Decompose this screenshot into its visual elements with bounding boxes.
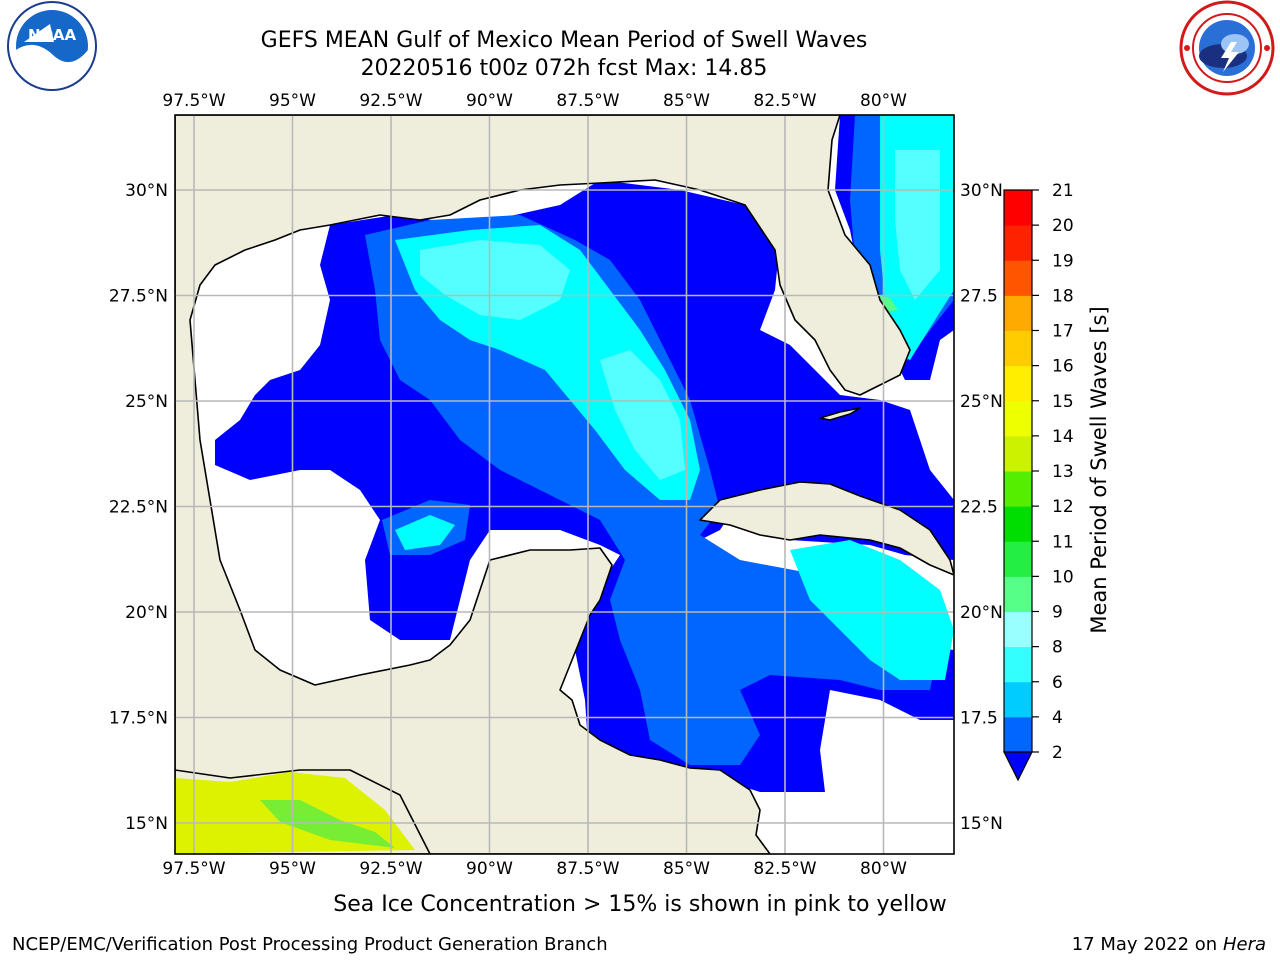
colorbar-tick-label: 4 [1052,708,1063,728]
lat-label-right: 22.5 [960,498,998,518]
lon-label-bottom: 95°W [269,859,316,879]
swell-band-6-8s [420,150,940,480]
lat-label-right: 15°N [960,814,1003,834]
lat-label-right: 25°N [960,392,1003,412]
map-frame [174,114,955,855]
lon-label-bottom: 92.5°W [359,859,422,879]
lon-label-top: 97.5°W [162,91,225,111]
ice-note: Sea Ice Concentration > 15% is shown in … [333,892,947,917]
colorbar-tick-label: 18 [1052,286,1074,306]
colorbar-segment [1004,400,1032,437]
lon-label-top: 95°W [269,91,316,111]
colorbar-segment [1004,295,1032,331]
lon-label-top: 80°W [860,91,907,111]
noaa-logo: NOAA [7,1,97,91]
colorbar-tick-label: 13 [1052,462,1074,482]
colorbar-tick-label: 15 [1052,392,1074,412]
colorbar-segment [1004,506,1032,542]
sea-ice-shading-inner [260,800,395,848]
lat-label-right: 20°N [960,603,1003,623]
lat-label-left: 30°N [125,181,168,201]
colorbar-tick-label: 17 [1052,322,1074,342]
colorbar-tick-label: 19 [1052,251,1074,271]
colorbar-tick-labels: 2 4 6 8 9 10 11 12 13 14 15 16 17 18 19 20 21 [1052,181,1074,763]
lon-label-top: 92.5°W [359,91,422,111]
map-plot-area [175,115,954,854]
colorbar-segment [1004,716,1032,753]
lon-label-bottom: 85°W [663,859,710,879]
colorbar-segment [1004,260,1032,296]
colorbar-tick-label: 8 [1052,638,1063,658]
producer-credit: NCEP/EMC/Verification Post Processing Pr… [12,934,608,955]
colorbar-tick-label: 20 [1052,216,1074,236]
valid-date-text: 17 May 2022 on [1071,934,1218,955]
colorbar-tick-label: 6 [1052,673,1063,693]
lat-label-left: 15°N [125,814,168,834]
colorbar-tick-label: 14 [1052,427,1074,447]
map-title: GEFS MEAN Gulf of Mexico Mean Period of … [260,28,868,53]
lat-label-left: 22.5°N [109,498,168,518]
national-weather-service-logo [1179,0,1275,96]
colorbar-tick-label: 11 [1052,532,1074,552]
colorbar-tick-label: 10 [1052,567,1074,587]
colorbar [1003,189,1039,782]
colorbar-tick-label: 12 [1052,497,1074,517]
lat-label-right: 17.5 [960,709,998,729]
colorbar-segment [1004,471,1032,507]
lon-label-top: 90°W [466,91,513,111]
lat-label-left: 20°N [125,603,168,623]
lat-label-right: 27.5 [960,287,998,307]
colorbar-segment [1004,435,1032,472]
land-florida-keys [819,407,861,421]
svg-text:NOAA: NOAA [28,26,77,44]
colorbar-segment [1004,681,1032,718]
colorbar-under-arrow [1003,751,1033,782]
lon-label-top: 82.5°W [753,91,816,111]
colorbar-segment [1004,541,1032,577]
colorbar-label: Mean Period of Swell Waves [s] [1087,306,1111,633]
colorbar-segment [1004,190,1032,226]
lat-label-left: 27.5°N [109,287,168,307]
lon-label-top: 85°W [663,91,710,111]
lat-label-left: 25°N [125,392,168,412]
lon-label-bottom: 97.5°W [162,859,225,879]
colorbar-tick-label: 2 [1052,743,1063,763]
colorbar-tick-label: 21 [1052,181,1074,201]
colorbar-segment [1004,646,1032,683]
lon-label-bottom: 90°W [466,859,513,879]
longitude-labels-top: 97.5°W 95°W 92.5°W 90°W 87.5°W 85°W 82.5°W 80°W [162,91,907,111]
graticule [175,115,954,854]
lat-label-right: 30°N [960,181,1003,201]
lon-label-bottom: 82.5°W [753,859,816,879]
host-name: Hera [1222,934,1266,955]
lat-label-left: 17.5°N [109,709,168,729]
map-subtitle-run: 20220516 t00z 072h fcst Max: 14.85 [360,56,768,81]
latitude-labels-right: 30°N 27.5 25°N 22.5 20°N 17.5 15°N [960,181,1003,834]
colorbar-segment [1004,365,1032,402]
colorbar-segment [1004,611,1032,648]
colorbar-segment [1004,576,1032,612]
longitude-labels-bottom: 97.5°W 95°W 92.5°W 90°W 87.5°W 85°W 82.5°W 80°W [162,859,907,879]
latitude-labels-left: 30°N 27.5°N 25°N 22.5°N 20°N 17.5°N 15°N [109,181,168,834]
colorbar-tick-label: 16 [1052,357,1074,377]
lon-label-bottom: 80°W [860,859,907,879]
colorbar-segment [1004,330,1032,367]
lon-label-top: 87.5°W [556,91,619,111]
valid-date: 17 May 2022 on Hera [1072,934,1266,955]
colorbar-tick-label: 9 [1052,603,1063,623]
lon-label-bottom: 87.5°W [556,859,619,879]
colorbar-segment [1004,225,1032,261]
